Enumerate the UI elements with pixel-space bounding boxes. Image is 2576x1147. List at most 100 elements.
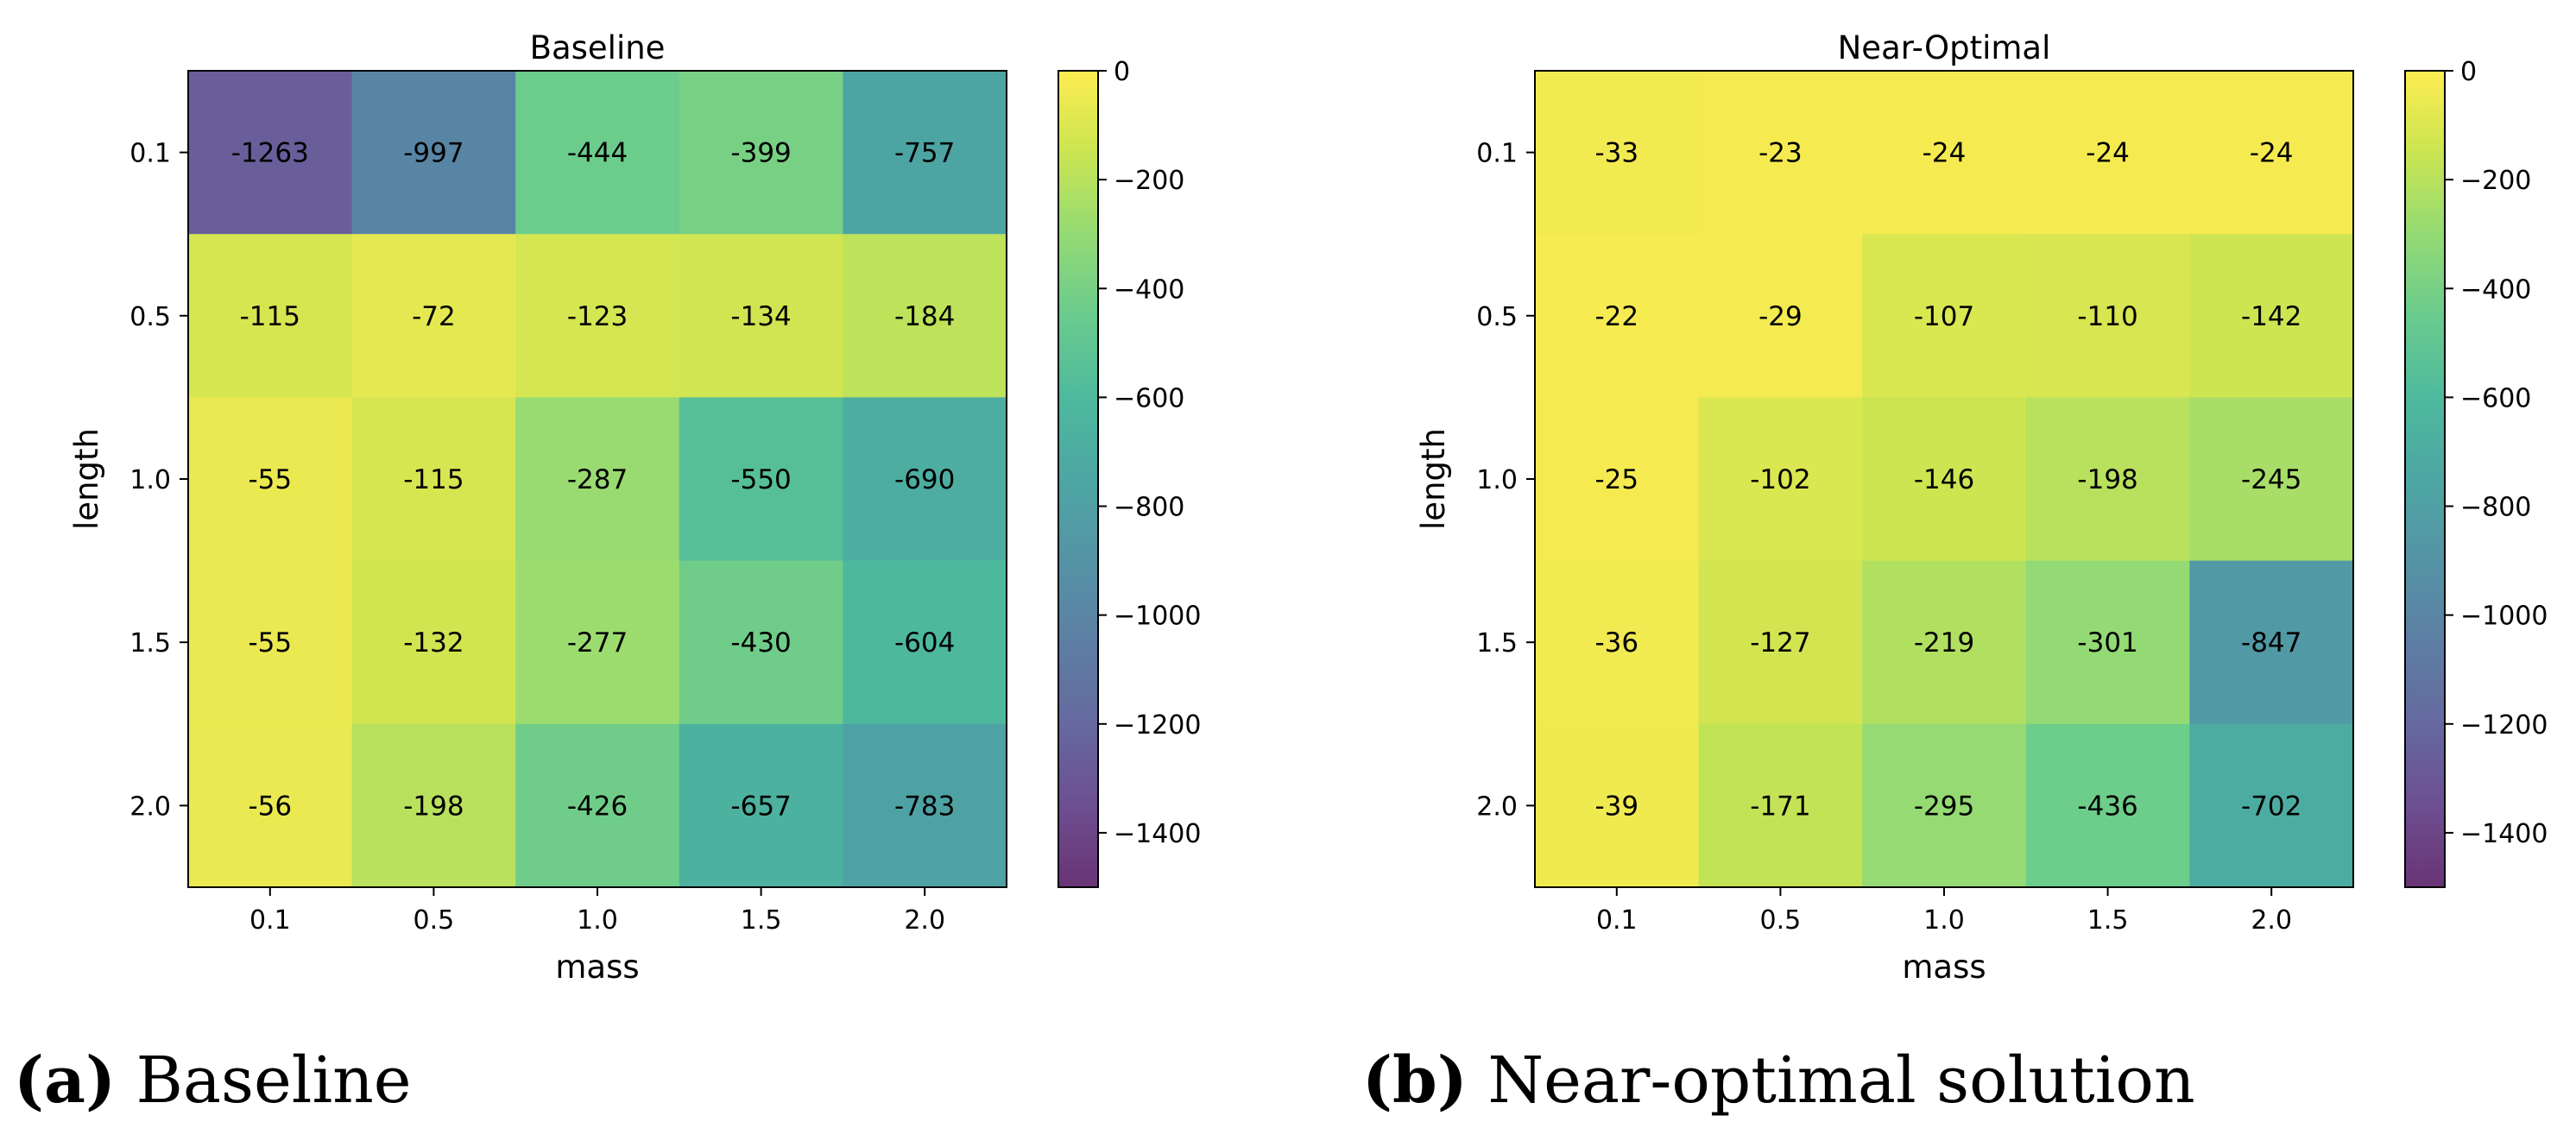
heatmap-cell bbox=[2025, 397, 2190, 562]
cell-label: -24 bbox=[2086, 138, 2130, 169]
heatmap-cell bbox=[188, 397, 353, 562]
cell-label: -22 bbox=[1594, 301, 1638, 332]
heatmap-cell bbox=[1698, 71, 1863, 235]
heatmap-cell bbox=[188, 71, 353, 235]
y-tick-label: 0.1 bbox=[1476, 139, 1518, 169]
cell-label: -198 bbox=[403, 791, 464, 822]
caption-b-tag: (b) bbox=[1362, 1043, 1468, 1118]
x-tick-label: 2.0 bbox=[2251, 905, 2292, 936]
heatmap-cell bbox=[515, 560, 680, 725]
y-tick-label: 0.5 bbox=[1476, 302, 1518, 332]
caption-a: (a) Baseline bbox=[14, 1049, 412, 1112]
cell-label: -107 bbox=[1914, 301, 1974, 332]
cell-label: -146 bbox=[1914, 464, 1974, 495]
cell-label: -245 bbox=[2241, 464, 2301, 495]
y-axis-label: length bbox=[1415, 428, 1452, 530]
y-tick-label: 0.5 bbox=[129, 302, 171, 332]
colorbar-tick-label: 0 bbox=[2460, 57, 2477, 87]
y-axis-label: length bbox=[68, 428, 105, 530]
heatmap-cell bbox=[2025, 723, 2190, 888]
y-tick-label: 1.5 bbox=[129, 628, 171, 659]
heatmap-cell bbox=[2189, 234, 2354, 398]
colorbar-tick-label: −1400 bbox=[2460, 819, 2548, 849]
heatmap-cell bbox=[1535, 560, 1700, 725]
heatmap-cell bbox=[2025, 234, 2190, 398]
x-tick-label: 0.1 bbox=[249, 905, 291, 936]
colorbar-tick-label: −800 bbox=[1114, 493, 1184, 523]
colorbar-tick-label: −200 bbox=[1114, 166, 1184, 196]
cell-label: -604 bbox=[894, 627, 955, 659]
heatmap-cell bbox=[679, 397, 843, 562]
cell-label: -115 bbox=[403, 464, 464, 495]
colorbar-tick-label: −800 bbox=[2460, 493, 2531, 523]
cell-label: -550 bbox=[730, 464, 791, 495]
cell-label: -757 bbox=[894, 138, 955, 169]
heatmap-cell bbox=[679, 723, 843, 888]
heatmap-cell bbox=[1535, 71, 1700, 235]
y-tick-label: 2.0 bbox=[129, 791, 171, 822]
heatmap-cell bbox=[515, 234, 680, 398]
x-tick-label: 0.1 bbox=[1596, 905, 1638, 936]
x-tick-label: 2.0 bbox=[904, 905, 945, 936]
cell-label: -142 bbox=[2241, 301, 2301, 332]
cell-label: -295 bbox=[1914, 791, 1974, 822]
cell-label: -72 bbox=[412, 301, 456, 332]
heatmap-cell bbox=[188, 234, 353, 398]
cell-label: -102 bbox=[1750, 464, 1810, 495]
cell-label: -56 bbox=[248, 791, 292, 822]
cell-label: -301 bbox=[2077, 627, 2137, 659]
heatmap-cell bbox=[1535, 234, 1700, 398]
heatmap-cell bbox=[679, 71, 843, 235]
cell-label: -55 bbox=[248, 627, 292, 659]
heatmap-cell bbox=[679, 234, 843, 398]
x-tick-label: 1.0 bbox=[1923, 905, 1965, 936]
colorbar-tick-label: −1200 bbox=[1114, 710, 1201, 741]
cell-label: -198 bbox=[2077, 464, 2137, 495]
heatmap-cell bbox=[351, 723, 516, 888]
x-axis-label: mass bbox=[555, 948, 639, 986]
heatmap-cell bbox=[351, 71, 516, 235]
colorbar-tick-label: −1400 bbox=[1114, 819, 1201, 849]
y-tick-label: 0.1 bbox=[129, 139, 171, 169]
cell-label: -277 bbox=[567, 627, 628, 659]
colorbar bbox=[2404, 70, 2446, 888]
cell-label: -444 bbox=[567, 138, 628, 169]
cell-label: -110 bbox=[2077, 301, 2137, 332]
heatmap-cell bbox=[1862, 397, 2027, 562]
heatmap-cell bbox=[2189, 397, 2354, 562]
y-tick-label: 1.0 bbox=[1476, 465, 1518, 495]
x-axis-label: mass bbox=[1902, 948, 1986, 986]
x-tick-label: 0.5 bbox=[1760, 905, 1802, 936]
cell-label: -33 bbox=[1594, 138, 1638, 169]
y-tick-label: 2.0 bbox=[1476, 791, 1518, 822]
cell-label: -436 bbox=[2077, 791, 2137, 822]
colorbar-tick-label: 0 bbox=[1114, 57, 1130, 87]
cell-label: -29 bbox=[1758, 301, 1803, 332]
cell-label: -426 bbox=[567, 791, 628, 822]
heatmap-cell bbox=[843, 560, 1007, 725]
chart-title: Baseline bbox=[530, 29, 666, 66]
heatmap-cell bbox=[351, 397, 516, 562]
cell-label: -123 bbox=[567, 301, 628, 332]
colorbar-tick-label: −400 bbox=[1114, 274, 1184, 305]
caption-b: (b) Near-optimal solution bbox=[1362, 1049, 2195, 1112]
heatmap-1: -33 -23 -24 -24 -24 -22 -29 -107 -110 -142 -25 -102… bbox=[1415, 29, 2548, 986]
caption-b-text: Near-optimal solution bbox=[1487, 1043, 2195, 1118]
cell-label: -171 bbox=[1750, 791, 1810, 822]
heatmap-cell bbox=[1862, 234, 2027, 398]
colorbar-tick-label: −200 bbox=[2460, 166, 2531, 196]
heatmap-cell bbox=[1698, 560, 1863, 725]
cell-label: -657 bbox=[730, 791, 791, 822]
heatmap-cell bbox=[515, 723, 680, 888]
cell-label: -55 bbox=[248, 464, 292, 495]
cell-label: -24 bbox=[1923, 138, 1967, 169]
heatmap-cell bbox=[843, 397, 1007, 562]
chart-title: Near-Optimal bbox=[1838, 29, 2051, 66]
cell-label: -134 bbox=[730, 301, 791, 332]
heatmap-cell bbox=[2025, 560, 2190, 725]
heatmap-cell bbox=[1698, 397, 1863, 562]
heatmap-cell bbox=[1862, 71, 2027, 235]
cell-label: -399 bbox=[730, 138, 791, 169]
cell-label: -219 bbox=[1914, 627, 1974, 659]
